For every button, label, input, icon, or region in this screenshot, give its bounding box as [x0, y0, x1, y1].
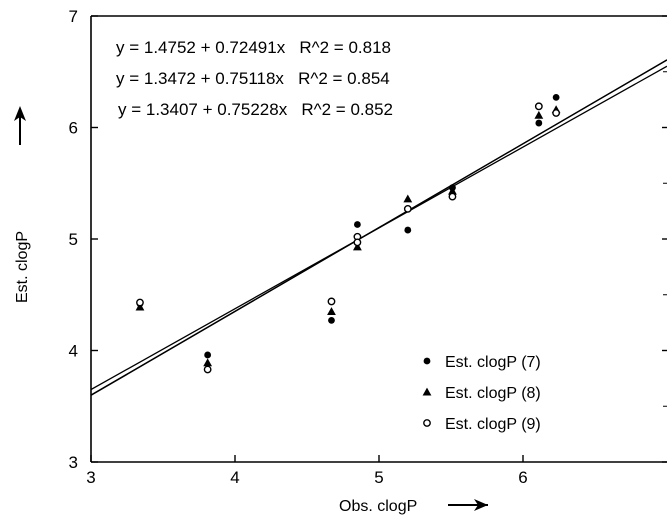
equation-1: y = 1.4752 + 0.72491x R^2 = 0.818: [116, 38, 391, 57]
data-point: [534, 102, 543, 111]
legend-label-3: Est. clogP (9): [445, 416, 541, 433]
legend-marker-2: [422, 387, 432, 396]
data-point: [327, 307, 336, 315]
data-point: [552, 109, 561, 117]
y-tick-label: 3: [69, 453, 78, 472]
y-tick-label: 5: [69, 230, 78, 249]
data-point: [535, 119, 543, 127]
legend-marker-3: [423, 419, 431, 427]
x-tick-label: 5: [374, 468, 383, 487]
data-point: [327, 297, 336, 306]
y-tick-label: 6: [69, 119, 78, 138]
data-point: [353, 238, 362, 247]
y-arrow-icon: [14, 106, 26, 145]
data-point: [449, 184, 456, 192]
data-point: [534, 110, 544, 119]
fit-line-3: [91, 59, 667, 396]
data-point: [354, 221, 361, 228]
legend-marker-1: [423, 357, 431, 365]
data-point: [552, 93, 560, 101]
x-tick-label: 3: [86, 468, 95, 487]
data-point: [204, 351, 212, 359]
y-tick-label: 4: [69, 342, 78, 361]
legend-label-1: Est. clogP (7): [445, 354, 541, 371]
x-axis-label: Obs. clogP: [339, 498, 417, 515]
x-tick-label: 4: [230, 468, 239, 487]
data-point: [353, 242, 362, 251]
data-point: [203, 358, 213, 367]
data-point: [203, 365, 212, 374]
equation-3: y = 1.3407 + 0.75228x R^2 = 0.852: [118, 100, 393, 119]
y-axis-label: Est. clogP: [14, 231, 31, 303]
data-point: [404, 226, 412, 234]
x-tick-label: 6: [518, 468, 527, 487]
data-point: [403, 194, 413, 203]
data-point: [403, 204, 412, 213]
y-tick-label: 7: [69, 7, 78, 26]
x-arrow-icon: [448, 499, 488, 511]
legend: Est. clogP (7) Est. clogP (8) Est. clogP (…: [422, 354, 541, 433]
legend-label-2: Est. clogP (8): [445, 385, 541, 402]
data-point: [448, 192, 457, 201]
equation-2: y = 1.3472 + 0.75118x R^2 = 0.854: [116, 69, 390, 88]
data-point: [328, 316, 335, 324]
data-point: [136, 298, 144, 307]
